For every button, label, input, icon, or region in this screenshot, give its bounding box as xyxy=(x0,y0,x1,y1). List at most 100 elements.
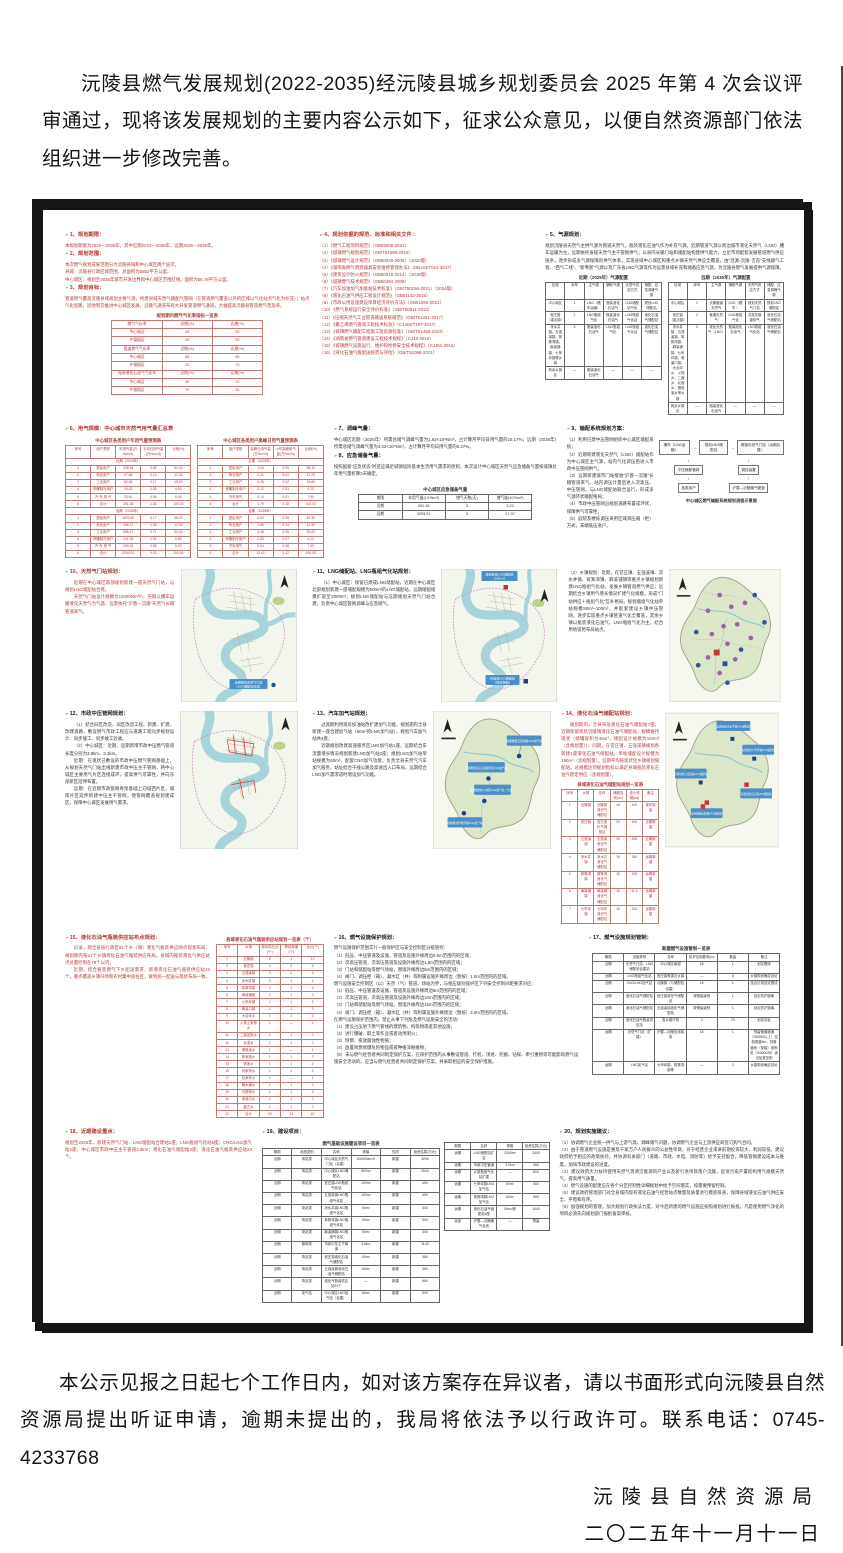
table-cell: 乡镇 xyxy=(577,790,594,803)
table-cell: — xyxy=(602,367,623,380)
table-cell: 2 xyxy=(280,963,302,971)
section-9: 9、输配系统规划方案： （1）利用已建中压管网组织中心城区输配系统；（2）近期新… xyxy=(567,426,784,529)
table-cell: 6 xyxy=(65,550,91,559)
table-cell: 规划LNG储配站 xyxy=(763,300,783,313)
table-cell: 深溪口乡 xyxy=(237,1096,259,1105)
svg-text:远期新建七甲坪镇LPG储配站: 远期新建七甲坪镇LPG储配站 xyxy=(742,748,776,752)
table-cell: 1 xyxy=(280,1068,302,1076)
table-cell: 液化天然气（LNG） xyxy=(706,324,726,404)
band-1: 1、规划期限： 本规划期限为2022—2035年，其中近期2022—2025年，… xyxy=(65,232,784,417)
unit-sec11: 11、LNG储配站、LNG瓶组气化站规划： （1）中心城区：保留已建成LNG储配… xyxy=(312,569,558,703)
table-cell: LNG瓶组气化站 xyxy=(622,312,642,325)
table-cell: 官庄镇（重点镇） xyxy=(545,312,565,325)
table-cell: 麻溪铺液化气储配站 xyxy=(593,888,610,907)
plan-poster-content: 1、规划期限： 本规划期限为2022—2035年，其中近期2022—2025年，… xyxy=(43,210,804,1323)
table-cell: 麻溪铺镇 xyxy=(237,992,259,1000)
table-cell: 95 xyxy=(161,329,212,338)
table-emergency-storage: 中心城区应急储备气量 期限 年用气量(10⁴Nm³) 储气天数(天) 储气量(10⁴N… xyxy=(358,487,533,520)
sections-7-8: 7、调峰气量： 中心城区近期（2025年）所需总储气调峰气量为1.63×10⁴N… xyxy=(334,426,557,521)
center-marker-blue xyxy=(722,661,728,667)
scale-bar xyxy=(673,738,687,741)
table-cell: 划定防护距离 xyxy=(747,1005,780,1018)
table-cell: 中心城区南部 xyxy=(654,961,686,974)
table-cell: 设施类别 xyxy=(291,1149,322,1157)
table-cell: 1 xyxy=(258,1104,281,1112)
table-cell: 2 xyxy=(197,472,223,480)
table-cell: 五强溪镇 xyxy=(577,836,594,855)
sec13-lines: 过渡期利用现有加油站改扩建加气功能，规划期内全县新建一座合建加气站（60m³的L… xyxy=(312,722,427,777)
table-annual-consumption: 中心城区各类用户年用气量预测表 序号 用户类别 年用气量(万Nm³/a) 平均日用气量… xyxy=(65,438,192,559)
table-cell: 新建 xyxy=(380,1205,410,1218)
table-cell: 场站类 xyxy=(291,1217,322,1230)
table-cell: 0.21 xyxy=(247,472,273,480)
table-cell: 大合坪乡 xyxy=(237,1013,259,1021)
table-cell: 近期 xyxy=(592,993,624,1006)
table-cell: 30 xyxy=(609,854,626,872)
table-cell: 23 xyxy=(280,1111,302,1119)
table-cell: 近期 xyxy=(261,1205,292,1218)
table-cell: 3 xyxy=(564,324,584,368)
table-cell: 100.00 xyxy=(165,550,191,559)
table-cell: 2600 xyxy=(409,1168,440,1181)
table-cell: 1 xyxy=(561,802,578,820)
table-cell: 6 xyxy=(561,888,578,907)
table-cell: 0.01 xyxy=(272,486,298,495)
table-cell: 场站类 xyxy=(291,1254,322,1267)
table-cell: 比例(%) xyxy=(297,446,323,459)
table-cell: 1 xyxy=(716,1029,748,1063)
table-cell: 1140 xyxy=(409,1241,440,1255)
table-cell: 7.00 xyxy=(297,543,323,551)
sec20-heading: 20、规划实施建议： xyxy=(560,1129,784,1137)
map-callout: 远期新建凉水井镇LPG储配站 xyxy=(716,721,751,741)
section-18: 18、近期建设重点： 规划至2025年，新建天然气门站、LNG储配站合建站1座；… xyxy=(65,1129,252,1160)
sec14-heading: 14、液化石油气储配站规划： xyxy=(561,711,659,719)
sec10-textcol: 10、天然气门站规划： 近期在中心城区南部规划新建一座天然气门站，与规划LNG储… xyxy=(65,569,174,702)
table-cell: 4 xyxy=(65,536,91,544)
table-cell: 备注 xyxy=(747,954,780,962)
table-cell: 500m³ xyxy=(350,1168,381,1181)
arrow-right-icon: → xyxy=(730,444,736,451)
table-cell: 近期 xyxy=(261,1290,292,1303)
table-cell: 市政中压管道 xyxy=(470,1162,497,1170)
table-cell: 投资估算(万元) xyxy=(409,1149,440,1157)
table-cell: 100m³ xyxy=(350,1180,381,1193)
table-cell: 20 xyxy=(215,1096,238,1105)
map-callout: 近期规划官庄高速服务区LNG加气站 xyxy=(465,762,508,781)
table-cell: 391.38 xyxy=(401,503,445,512)
table-cell: 凉水井镇 xyxy=(577,854,594,872)
table-cell: 七甲坪镇 xyxy=(577,906,594,924)
table-cell: 筲箕湾镇LNG加气站 xyxy=(470,1194,497,1207)
table-cell: 筲箕湾液化气储配站 xyxy=(593,871,610,889)
table-cell: 官庄镇LNG瓶组气化站 xyxy=(321,1180,351,1193)
table-cell: 100m³ xyxy=(350,1192,381,1206)
table-cell: LNG瓶组气化 xyxy=(583,312,603,325)
sec13-heading: 13、汽车加气站规划： xyxy=(312,711,427,719)
table-cell: 380 xyxy=(409,1254,440,1267)
table-cell: 凉水井镇LNG瓶组气化站 xyxy=(321,1205,351,1218)
table-cell: 1.06 xyxy=(140,501,166,509)
table-cell: 0.09 xyxy=(272,465,298,473)
agency-signature: 沅陵县自然资源局 xyxy=(592,1486,821,1509)
table-cell: 远期 xyxy=(592,1062,624,1075)
table-cell: — xyxy=(641,367,661,380)
table-cell: 液化石油气储配站 xyxy=(623,993,655,1006)
table-cell: 2 xyxy=(301,1013,323,1021)
table-cell: 5 xyxy=(65,494,91,502)
table-cell: 沅陵镇 xyxy=(577,802,594,820)
sec16-lines: 燃气设施保护范围实行一般保护区与安全控制区分级管控： （1）低压、中压管道及设施，… xyxy=(333,945,579,1065)
flow-box-mp-network: 中压输配管网 xyxy=(674,465,703,476)
table-cell: 30 xyxy=(609,888,626,907)
table-cell: LNG瓶组气化站 xyxy=(744,324,764,404)
section-16: 16、燃气设施保护规划： 燃气设施保护范围实行一般保护区与安全控制区分级管控：（… xyxy=(334,935,578,1066)
table-cell: 0.02 xyxy=(272,472,298,480)
table-cell: 乡镇瓶组气化站扩建 xyxy=(470,1169,497,1182)
table-cell: 3 xyxy=(258,970,281,979)
table-cell: 楠木铺乡 xyxy=(237,1082,259,1090)
table-cell: 18 xyxy=(685,961,717,974)
table-cell: 备注 xyxy=(641,790,659,803)
table-cell: 60m³ xyxy=(350,1290,381,1303)
sec11b-textcol: （2）乡镇规划：近期，在官庄镇、五强溪镇、凉水井镇、筲箕湾镇、麻溪铺镇等重点乡镇… xyxy=(568,569,663,702)
table-cell: 名称 xyxy=(470,1143,497,1151)
table-cell: 天然气门站、LNG储配站合建站 xyxy=(623,961,655,974)
table-cell: 储气量(10⁴Nm³) xyxy=(487,494,532,504)
